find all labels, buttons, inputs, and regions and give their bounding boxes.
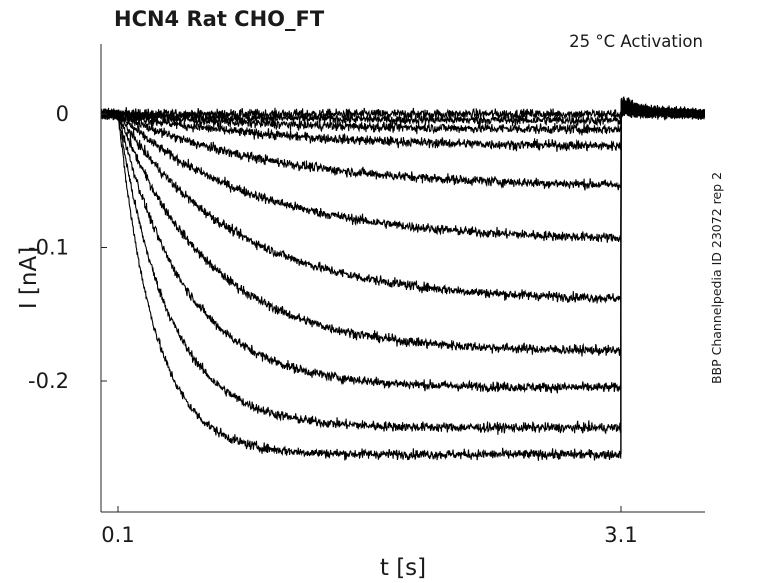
y-tick-label: -0.1 bbox=[28, 236, 69, 260]
side-id-label: BBP Channelpedia ID 23072 rep 2 bbox=[709, 172, 724, 384]
temperature-annotation: 25 °C Activation bbox=[569, 32, 703, 51]
trace-11 bbox=[101, 96, 705, 461]
y-tick-label: 0 bbox=[56, 102, 69, 126]
trace-10 bbox=[101, 97, 705, 435]
x-tick-label: 0.1 bbox=[101, 523, 134, 547]
chart-title: HCN4 Rat CHO_FT bbox=[114, 7, 325, 31]
trace-1 bbox=[101, 107, 705, 121]
trace-4 bbox=[101, 106, 705, 152]
traces bbox=[101, 96, 705, 461]
x-axis-label: t [s] bbox=[380, 555, 426, 581]
trace-5 bbox=[101, 103, 705, 191]
ticks: 0.1 3.1 0 -0.1 -0.2 bbox=[28, 102, 638, 547]
y-axis-label: I [nA] bbox=[16, 247, 42, 309]
trace-2 bbox=[101, 107, 705, 127]
y-tick-label: -0.2 bbox=[28, 369, 69, 393]
trace-7 bbox=[101, 100, 705, 304]
x-tick-label: 3.1 bbox=[604, 523, 637, 547]
axes bbox=[100, 44, 705, 513]
trace-6 bbox=[101, 103, 705, 243]
trace-8 bbox=[101, 101, 705, 357]
trace-9 bbox=[101, 98, 705, 394]
trace-3 bbox=[101, 107, 705, 136]
